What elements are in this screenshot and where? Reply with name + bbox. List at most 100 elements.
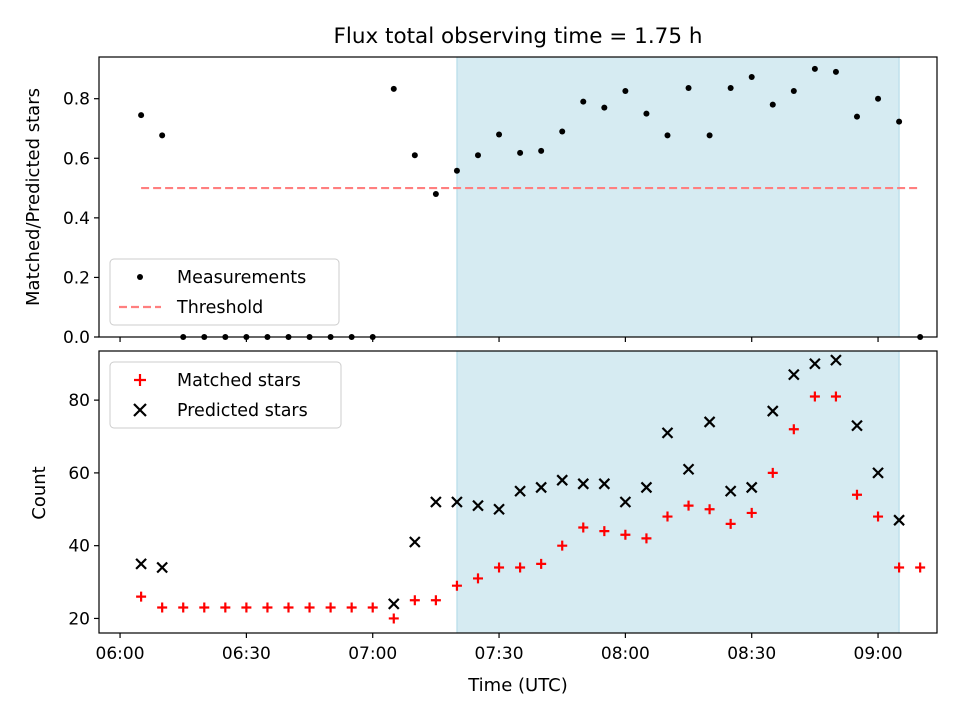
- threshold-legend-label: Threshold: [176, 298, 263, 318]
- matched-stars-legend-marker: [134, 374, 146, 386]
- measurements-point: [832, 68, 839, 75]
- matched-stars-point: [830, 391, 841, 402]
- predicted-stars-point: [619, 496, 632, 508]
- predicted-stars-point: [745, 481, 758, 494]
- matched-stars-point: [662, 511, 673, 522]
- matched-stars-point: [873, 511, 884, 522]
- measurements-point: [853, 113, 860, 120]
- top-y-tick-label: 0.0: [63, 328, 90, 348]
- matched-stars-point: [472, 573, 483, 584]
- matched-stars-point: [851, 489, 862, 500]
- measurements-point: [664, 132, 671, 139]
- measurements-point: [496, 131, 503, 138]
- matched-stars-point: [346, 602, 357, 613]
- measurements-point: [601, 104, 608, 111]
- predicted-stars-point: [809, 357, 821, 370]
- measurements-point: [790, 87, 797, 94]
- predicted-stars-point: [830, 354, 842, 366]
- predicted-stars-point: [135, 558, 147, 570]
- x-tick-label: 09:00: [854, 644, 903, 664]
- matched-stars-point: [599, 526, 610, 537]
- predicted-stars-point: [387, 598, 400, 610]
- predicted-stars-point: [535, 481, 547, 494]
- matched-stars-point: [683, 500, 694, 511]
- bottom-y-tick-label: 80: [68, 391, 90, 411]
- matched-stars-point: [494, 562, 505, 573]
- matched-stars-point: [178, 602, 189, 613]
- predicted-stars-point: [682, 463, 695, 476]
- top-shaded-span: [456, 56, 900, 338]
- matched-stars-point: [746, 507, 757, 518]
- matched-stars-point: [620, 529, 631, 540]
- x-tick-label: 08:00: [601, 644, 650, 664]
- top-axes-frame: [98, 56, 938, 338]
- matched-stars-point: [915, 562, 926, 573]
- predicted-stars-point: [766, 405, 779, 417]
- predicted-stars-legend-marker: [133, 403, 147, 417]
- predicted-stars-point: [493, 503, 505, 516]
- top-legend-box: [109, 258, 340, 326]
- predicted-stars-point: [451, 496, 463, 508]
- measurements-point: [643, 110, 650, 117]
- predicted-stars-point: [640, 481, 653, 494]
- top-y-tick-label: 0.2: [63, 268, 90, 288]
- matched-stars-legend-label: Matched stars: [177, 371, 301, 391]
- matched-stars-point: [241, 602, 252, 613]
- measurements-point: [811, 65, 818, 72]
- measurements-point: [432, 191, 439, 198]
- matched-stars-point: [894, 562, 905, 573]
- predicted-stars-point: [430, 496, 442, 508]
- matched-stars-point: [304, 602, 315, 613]
- matched-stars-point: [220, 602, 231, 613]
- predicted-stars-point: [514, 485, 526, 497]
- matched-stars-point: [451, 580, 462, 591]
- measurements-point: [138, 112, 145, 119]
- x-tick-label: 07:00: [348, 644, 397, 664]
- top-y-axis-label: Matched/Predicted stars: [23, 88, 44, 306]
- matched-stars-point: [325, 602, 336, 613]
- predicted-stars-point: [893, 514, 905, 526]
- matched-stars-point: [578, 522, 589, 533]
- measurements-point: [411, 152, 418, 159]
- bottom-y-tick-label: 60: [68, 464, 90, 484]
- x-axis-label: Time (UTC): [467, 675, 568, 696]
- matched-stars-point: [767, 467, 778, 478]
- matched-stars-point: [536, 558, 547, 569]
- matched-stars-point: [136, 591, 147, 602]
- matched-stars-point: [262, 602, 273, 613]
- measurements-point: [622, 87, 629, 94]
- predicted-stars-point: [409, 536, 421, 548]
- matched-stars-point: [157, 602, 168, 613]
- predicted-stars-point: [703, 416, 716, 428]
- measurements-point: [538, 147, 545, 154]
- matched-stars-point: [809, 391, 820, 402]
- bottom-axes-frame: [98, 350, 938, 634]
- predicted-stars-point: [472, 499, 484, 512]
- measurements-point: [875, 95, 882, 102]
- predicted-stars-point: [724, 485, 737, 497]
- measurements-legend-label: Measurements: [177, 268, 306, 288]
- matched-stars-point: [557, 540, 568, 551]
- predicted-stars-point: [872, 467, 884, 479]
- predicted-stars-point: [851, 419, 863, 432]
- matched-stars-point: [430, 595, 441, 606]
- predicted-stars-legend-label: Predicted stars: [177, 401, 308, 421]
- predicted-stars-point: [556, 474, 568, 486]
- predicted-stars-point: [156, 561, 168, 574]
- matched-stars-point: [283, 602, 294, 613]
- matched-stars-point: [367, 602, 378, 613]
- plot-layer: 0.0 0.2 0.4 0.6 0.8 Measurements Threshold 06:0…: [63, 56, 938, 664]
- top-y-tick-label: 0.4: [63, 209, 90, 229]
- measurements-point: [580, 98, 587, 105]
- measurements-point: [453, 167, 460, 174]
- chart-title: Flux total observing time = 1.75 h: [334, 24, 703, 49]
- matched-stars-point: [409, 595, 420, 606]
- top-y-tick-label: 0.8: [63, 90, 90, 110]
- measurements-point: [896, 118, 903, 125]
- measurements-point: [769, 101, 776, 108]
- matched-stars-point: [388, 613, 399, 624]
- predicted-stars-point: [661, 427, 674, 439]
- measurements-point: [390, 85, 397, 92]
